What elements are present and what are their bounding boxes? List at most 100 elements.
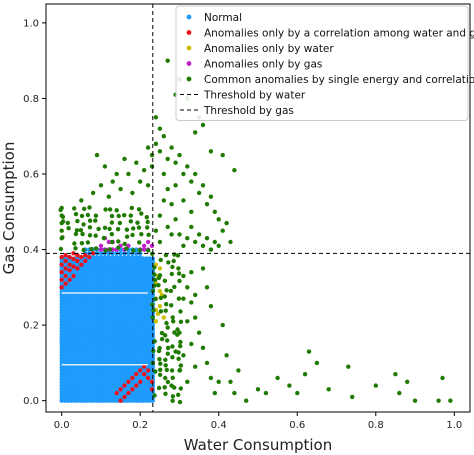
point-correlation — [59, 270, 64, 275]
point-common — [178, 386, 183, 391]
point-normal — [87, 316, 93, 322]
point-normal — [90, 383, 96, 388]
point-normal — [138, 371, 143, 376]
point-common — [169, 145, 174, 150]
point-common — [196, 330, 202, 335]
point-normal — [144, 301, 149, 307]
point-normal — [81, 329, 86, 334]
legend-marker-gas — [186, 61, 192, 66]
legend-box — [175, 5, 469, 121]
point-normal — [81, 371, 86, 376]
point-normal — [128, 398, 133, 403]
point-normal — [75, 344, 80, 349]
point-common — [128, 219, 133, 224]
point-correlation — [75, 258, 80, 264]
point-common — [412, 398, 418, 403]
point-correlation — [63, 281, 68, 286]
point-normal — [118, 254, 123, 260]
point-normal — [81, 356, 86, 361]
x-tick-label: 0.2 — [132, 420, 148, 431]
point-normal — [109, 301, 115, 307]
point-common — [73, 211, 79, 217]
point-common — [153, 141, 159, 146]
point-common — [73, 246, 78, 251]
point-common — [164, 288, 169, 293]
point-normal — [119, 262, 124, 267]
point-normal — [147, 356, 152, 361]
point-normal — [122, 274, 127, 279]
point-common — [93, 233, 98, 238]
point-common — [65, 220, 71, 226]
point-normal — [144, 316, 149, 322]
point-common — [287, 383, 292, 388]
point-correlation — [59, 262, 64, 267]
point-normal — [87, 383, 93, 388]
point-common — [173, 160, 178, 165]
point-correlation — [63, 258, 68, 264]
point-common — [150, 302, 155, 307]
point-normal — [112, 329, 118, 334]
point-common — [81, 247, 86, 253]
point-common — [110, 179, 115, 184]
legend-marker-correlation — [186, 30, 192, 35]
point-correlation — [75, 266, 80, 271]
point-gas — [106, 239, 112, 245]
point-common — [109, 213, 115, 219]
point-common — [161, 198, 166, 203]
point-common — [224, 220, 229, 226]
point-normal — [144, 383, 149, 388]
point-common — [397, 390, 402, 396]
legend-marker-common — [186, 76, 192, 82]
plot-frame — [45, 3, 471, 413]
point-normal — [90, 344, 96, 349]
point-common — [158, 257, 163, 263]
point-common — [124, 234, 130, 239]
point-common — [94, 152, 100, 158]
point-normal — [112, 274, 118, 279]
point-normal — [65, 356, 71, 361]
point-normal — [81, 274, 86, 279]
point-normal — [106, 262, 112, 267]
point-common — [146, 248, 151, 253]
point-water — [157, 304, 163, 309]
point-normal — [125, 274, 130, 279]
point-normal — [134, 329, 140, 334]
point-normal — [62, 344, 67, 349]
point-common — [181, 171, 186, 177]
point-common — [177, 278, 182, 284]
point-normal — [147, 289, 152, 295]
point-common — [126, 171, 131, 177]
point-normal — [97, 398, 102, 403]
point-normal — [84, 262, 90, 267]
point-correlation — [79, 254, 84, 260]
point-common — [101, 235, 107, 241]
point-normal — [87, 301, 93, 307]
point-common — [346, 364, 351, 369]
point-normal — [144, 356, 149, 361]
axis-ticks: 0.0 0.2 0.4 0.6 0.8 1.0 0.0 0.2 0.4 0.6 0.8 1.0 — [23, 18, 462, 431]
point-normal — [78, 344, 83, 349]
point-common — [169, 232, 174, 237]
point-normal — [87, 329, 93, 334]
point-common — [220, 322, 225, 328]
point-water — [155, 311, 161, 316]
point-common — [162, 278, 168, 283]
point-common — [59, 220, 64, 226]
point-normal — [150, 329, 155, 334]
point-normal — [128, 274, 133, 279]
point-common — [150, 315, 155, 320]
point-normal — [131, 398, 137, 403]
legend-label-threshold-gas: Threshold by gas — [203, 105, 294, 117]
point-normal — [112, 316, 118, 322]
point-correlation — [118, 387, 123, 392]
point-normal — [106, 383, 112, 388]
point-normal — [68, 398, 74, 403]
point-normal — [128, 344, 133, 349]
point-common — [158, 361, 163, 366]
point-common — [176, 296, 182, 301]
point-common — [157, 239, 163, 245]
point-common — [165, 58, 170, 63]
point-common — [171, 319, 176, 324]
point-normal — [144, 274, 149, 279]
point-normal — [84, 316, 90, 322]
